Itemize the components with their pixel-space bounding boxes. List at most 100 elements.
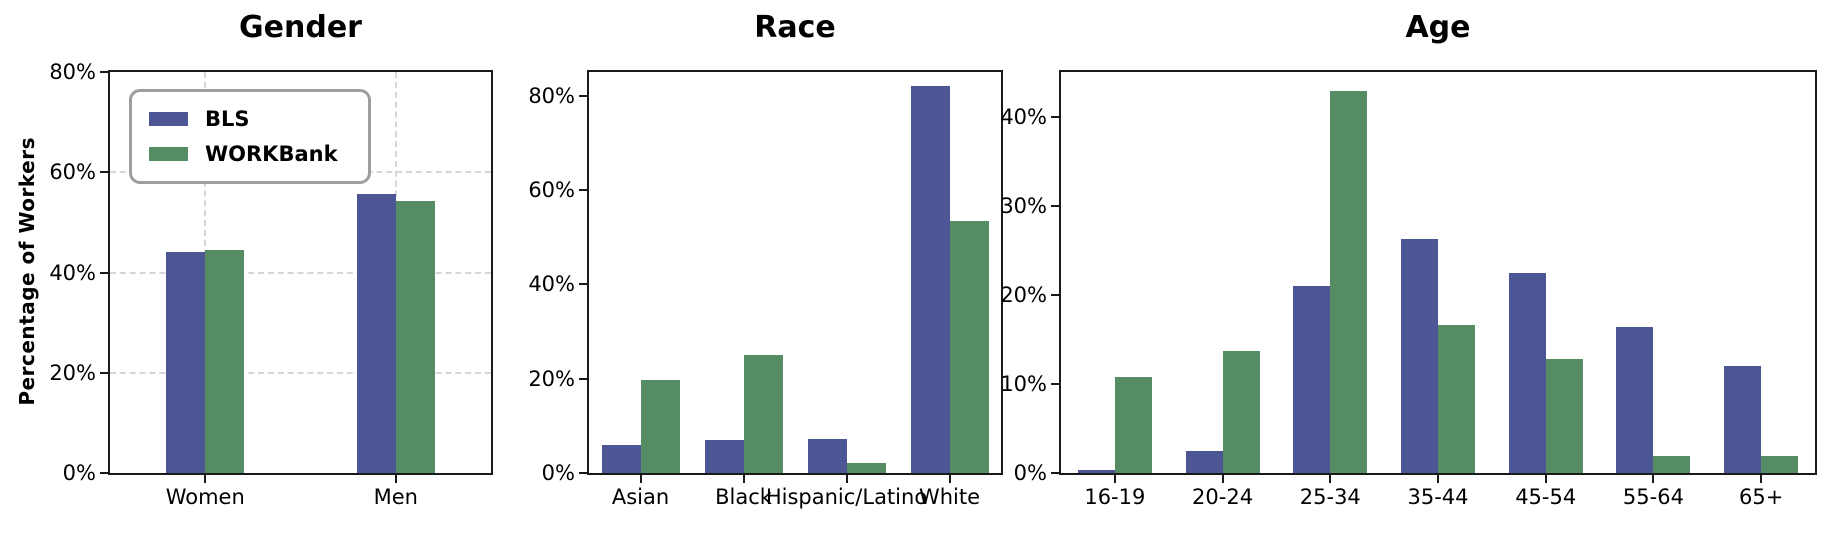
y-tick-mark — [1051, 204, 1059, 207]
x-tick-label-35-44: 35-44 — [1407, 485, 1469, 509]
chart-title-race: Race — [754, 10, 836, 45]
bar-bls-20-24 — [1185, 450, 1223, 473]
subplot-race: Race 0% 20% 40% 60% 80% Asian Black Hispanic/La… — [528, 0, 1003, 544]
y-tick-label: 60% — [49, 160, 96, 185]
bar-workbank-women — [205, 249, 245, 473]
x-tick-label-45-54: 45-54 — [1515, 485, 1577, 509]
y-tick-label: 60% — [528, 177, 575, 202]
plot-area-gender: BLS WORKBank 0% 20% 40% 60% 80% Women Men — [49, 60, 493, 509]
bar-bls-women — [166, 252, 206, 473]
bar-bls-asian — [601, 444, 641, 473]
y-tick-mark — [579, 377, 587, 380]
x-tick-label-55-64: 55-64 — [1622, 485, 1684, 509]
bar-workbank-men — [395, 201, 435, 473]
bar-workbank-hispanic-latino — [846, 463, 886, 473]
y-tick-label: 10% — [1000, 371, 1047, 396]
gridline-horizontal — [110, 371, 491, 374]
x-tick-mark — [394, 475, 397, 483]
bar-workbank-25-34 — [1330, 90, 1368, 473]
y-tick-label: 40% — [528, 272, 575, 297]
y-tick-label: 20% — [1000, 282, 1047, 307]
plot-area-race: 0% 20% 40% 60% 80% Asian Black Hispanic/Latino W… — [528, 70, 1003, 509]
x-tick-mark — [845, 475, 848, 483]
x-tick-label-20-24: 20-24 — [1192, 485, 1254, 509]
x-tick-label-16-19: 16-19 — [1084, 485, 1146, 509]
chart-title-age: Age — [1405, 10, 1471, 45]
legend: BLS WORKBank — [129, 89, 371, 184]
legend-patch-workbank — [149, 147, 188, 161]
bar-bls-hispanic-latino — [807, 439, 847, 473]
legend-patch-bls — [149, 112, 188, 126]
bar-bls-men — [356, 193, 396, 473]
y-tick-label: 0% — [541, 461, 575, 485]
bar-workbank-16-19 — [1114, 376, 1152, 473]
bar-bls-black — [704, 440, 744, 473]
bar-workbank-black — [743, 355, 783, 473]
x-tick-mark — [639, 475, 642, 483]
bar-bls-55-64 — [1616, 326, 1654, 473]
y-tick-label: 40% — [49, 260, 96, 285]
subplot-gender: Gender BLS WORKBank 0% 20% 40% 60% 80% Women M… — [49, 0, 493, 544]
y-tick-mark — [1051, 115, 1059, 118]
bar-bls-35-44 — [1401, 238, 1438, 473]
subplot-age: Age 0% 10% 20% 30% 40% 16-19 20-24 25-34 35-44 45… — [1000, 0, 1817, 544]
chart-title-gender: Gender — [239, 10, 362, 45]
bar-workbank-45-54 — [1545, 358, 1583, 473]
gridline-horizontal — [110, 271, 491, 274]
bar-bls-16-19 — [1077, 470, 1115, 473]
y-tick-label: 20% — [49, 360, 96, 385]
x-tick-label-women: Women — [165, 485, 245, 509]
y-tick-mark — [1051, 382, 1059, 385]
bar-workbank-asian — [640, 380, 680, 473]
y-axis-label: Percentage of Workers — [15, 137, 39, 406]
x-tick-mark — [1113, 475, 1116, 483]
x-tick-mark — [948, 475, 951, 483]
legend-item-workbank: WORKBank — [149, 142, 338, 166]
x-tick-mark — [1760, 475, 1763, 483]
y-tick-mark — [100, 71, 108, 73]
bar-workbank-white — [949, 221, 989, 473]
x-tick-label-hispanic-latino: Hispanic/Latino — [765, 485, 928, 509]
y-tick-mark — [579, 94, 587, 97]
y-tick-label: 30% — [1000, 193, 1047, 218]
bar-bls-45-54 — [1508, 273, 1546, 473]
x-tick-mark — [1544, 475, 1547, 483]
y-tick-mark — [579, 283, 587, 286]
bar-workbank-35-44 — [1438, 325, 1475, 473]
bar-bls-white — [910, 85, 950, 473]
y-tick-label: 80% — [49, 60, 96, 84]
x-tick-mark — [1652, 475, 1655, 483]
y-tick-label: 20% — [528, 366, 575, 391]
x-tick-mark — [204, 475, 207, 483]
legend-item-bls: BLS — [149, 107, 338, 131]
y-tick-label: 0% — [1013, 461, 1047, 485]
y-axis-label-wrap: Percentage of Workers — [10, 70, 44, 473]
y-tick-mark — [100, 371, 108, 374]
bar-bls-65- — [1724, 366, 1762, 473]
bar-workbank-55-64 — [1653, 456, 1691, 473]
x-tick-label-black: Black — [715, 485, 772, 509]
y-tick-mark — [100, 472, 108, 474]
bar-workbank-65- — [1761, 456, 1799, 473]
x-tick-mark — [1437, 475, 1439, 483]
x-tick-label-65-: 65+ — [1738, 485, 1784, 509]
x-tick-label-25-34: 25-34 — [1299, 485, 1361, 509]
y-tick-label: 0% — [62, 461, 96, 485]
x-tick-mark — [1329, 475, 1332, 483]
y-tick-mark — [579, 472, 587, 474]
x-tick-label-men: Men — [373, 485, 418, 509]
x-tick-mark — [742, 475, 745, 483]
x-tick-mark — [1221, 475, 1224, 483]
y-tick-mark — [100, 271, 108, 274]
bar-bls-25-34 — [1293, 285, 1331, 473]
y-tick-mark — [1051, 293, 1059, 296]
legend-label-workbank: WORKBank — [205, 142, 338, 166]
y-tick-label: 80% — [528, 83, 575, 108]
y-tick-label: 40% — [1000, 104, 1047, 129]
x-tick-label-white: White — [918, 485, 981, 509]
legend-label-bls: BLS — [205, 107, 250, 131]
y-tick-mark — [1051, 472, 1059, 474]
x-tick-label-asian: Asian — [611, 485, 670, 509]
y-tick-mark — [100, 171, 108, 174]
